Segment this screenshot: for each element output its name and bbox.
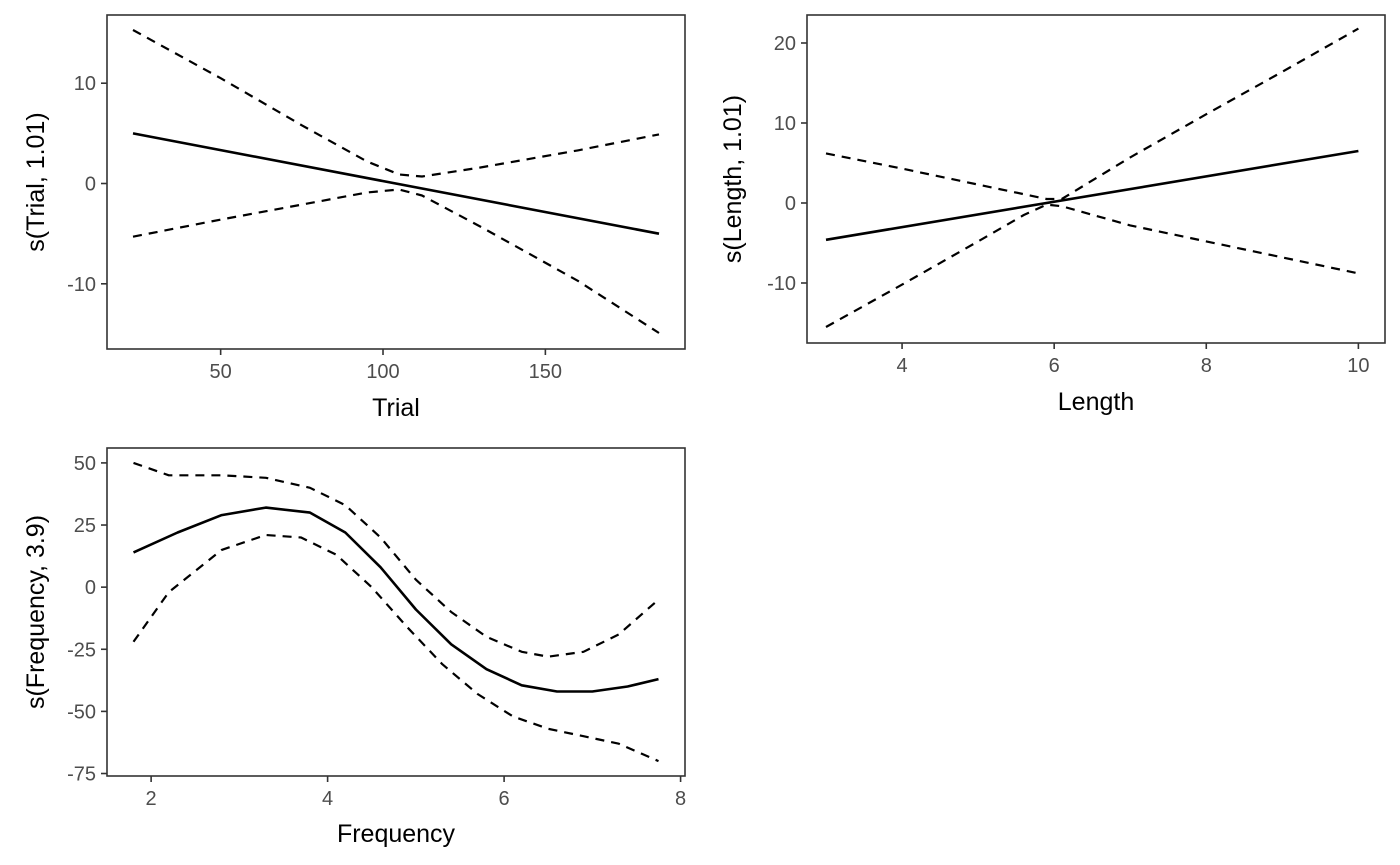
frequency-fit-line [132,506,659,693]
frequency-upper-confidence-line [133,461,660,658]
trial-y-tick-label: 10 [74,73,96,95]
length-y-tick-label: 0 [785,193,796,215]
frequency-y-tick-label: 0 [85,577,96,599]
trial-upper-confidence-line [132,29,660,178]
length-x-axis-title: Length [1058,388,1134,416]
length-x-tick-label: 8 [1201,355,1212,377]
length-y-tick-label: 10 [774,113,796,135]
frequency-smooth-panel: 2 4 6 8 -75 -50 -25 0 25 50 Frequency s(Frequency, … [22,447,686,848]
trial-panel-border [106,14,686,350]
length-y-axis-title: s(Length, 1.01) [719,95,747,263]
trial-y-axis-title: s(Trial, 1.01) [22,112,50,251]
length-fit-line [825,149,1359,242]
trial-x-tick-label: 50 [210,361,232,383]
frequency-y-tick-label: -50 [67,701,96,723]
length-y-tick-label: -10 [767,273,796,295]
trial-smooth-panel: 50 100 150 -10 0 10 Trial s(Trial, 1.01) [22,14,686,422]
frequency-y-tick-label: -25 [67,639,96,661]
length-panel-border [806,14,1386,344]
frequency-y-tick-label: -75 [67,764,96,786]
trial-x-tick-label: 100 [366,361,399,383]
trial-x-tick-label: 150 [529,361,562,383]
frequency-x-axis-title: Frequency [337,820,456,848]
trial-y-tick-label: -10 [67,274,96,296]
frequency-x-tick-label: 4 [322,788,333,810]
length-x-tick-label: 10 [1347,355,1369,377]
frequency-x-tick-label: 6 [499,788,510,810]
frequency-y-tick-label: 50 [74,453,96,475]
trial-lower-confidence-line [132,188,660,334]
length-y-tick-label: 20 [774,33,796,55]
length-x-tick-label: 6 [1049,355,1060,377]
frequency-x-tick-label: 2 [146,788,157,810]
trial-fit-line [132,132,660,235]
length-x-tick-label: 4 [897,355,908,377]
frequency-y-axis-title: s(Frequency, 3.9) [22,515,50,709]
frequency-y-tick-label: 25 [74,515,96,537]
trial-y-tick-label: 0 [85,174,96,196]
length-lower-confidence-line [825,203,1359,328]
length-smooth-panel: 4 6 8 10 -10 0 10 20 Length s(Length, 1.01) [719,14,1386,416]
frequency-panel-border [106,447,686,777]
trial-x-axis-title: Trial [372,394,420,422]
length-upper-confidence-line [825,27,1359,201]
frequency-x-tick-label: 8 [675,788,686,810]
frequency-lower-confidence-line [132,533,659,763]
